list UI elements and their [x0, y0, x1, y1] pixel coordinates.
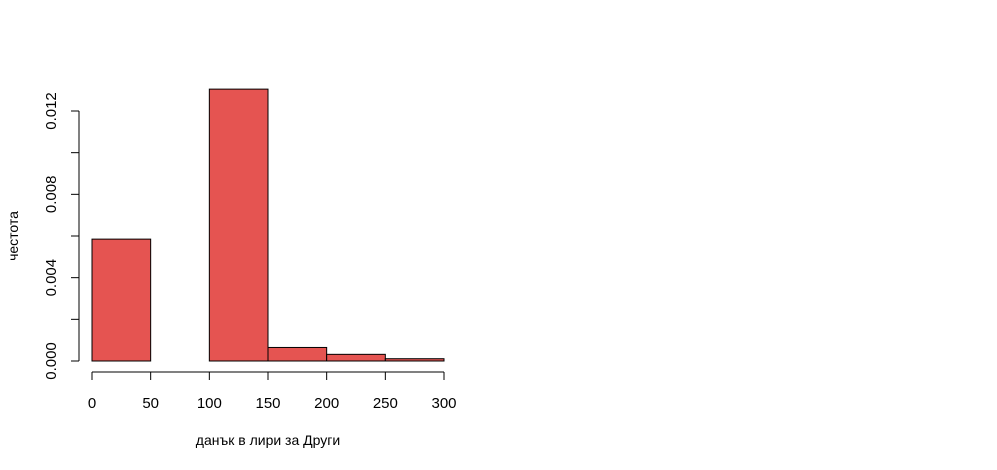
y-axis-title: честота [5, 211, 21, 261]
histogram-bar [91, 238, 152, 362]
x-tick-label: 150 [255, 395, 280, 412]
y-axis: 0.000 0.004 0.008 0.012 [43, 92, 80, 380]
x-tick-label: 100 [197, 395, 222, 412]
x-tick-label: 0 [88, 395, 96, 412]
y-tick-label: 0.000 [43, 342, 60, 380]
x-tick-label: 300 [431, 395, 456, 412]
y-tick-label: 0.008 [43, 176, 60, 214]
x-axis-title: данък в лири за Други [196, 432, 340, 448]
x-tick-label: 50 [142, 395, 159, 412]
histogram-bar [208, 88, 269, 362]
histogram-bar [326, 353, 386, 362]
y-tick-label: 0.012 [43, 92, 60, 130]
y-tick-label: 0.004 [43, 259, 60, 297]
histogram-bar [267, 346, 328, 362]
x-tick-label: 250 [373, 395, 398, 412]
x-axis: 0 50 100 150 200 250 300 [88, 371, 457, 412]
histogram-bars [91, 88, 445, 362]
histogram-bar [384, 358, 445, 362]
x-tick-label: 200 [314, 395, 339, 412]
